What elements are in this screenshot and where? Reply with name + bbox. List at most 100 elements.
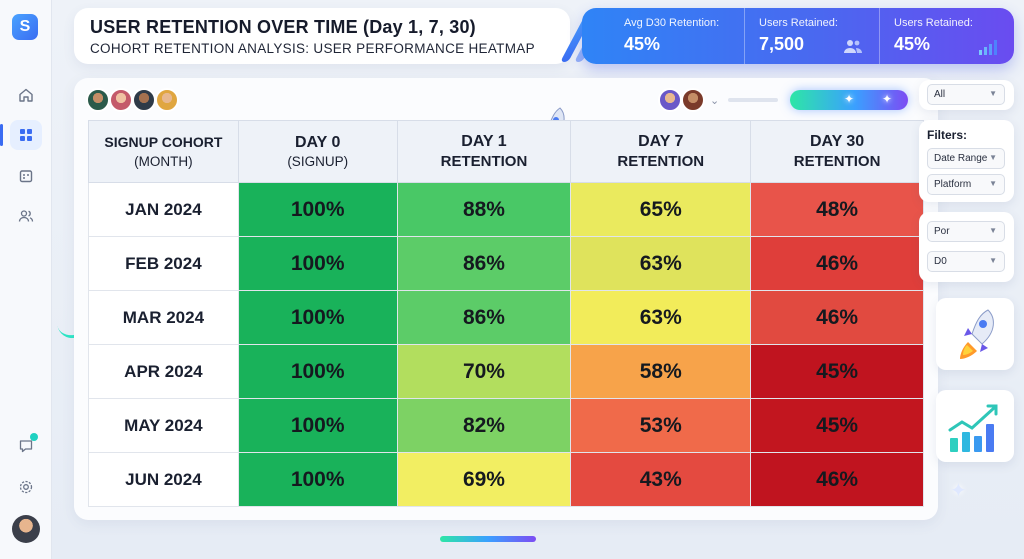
column-header-day0: DAY 0 (SIGNUP)	[237, 120, 398, 183]
retention-cell: 100%	[237, 236, 398, 291]
filters-label: Filters:	[927, 128, 968, 142]
gradient-toggle[interactable]: ✦ ✦	[790, 90, 908, 110]
por-select[interactable]: Por ▼	[927, 221, 1005, 242]
table-row: MAY 2024 100% 82% 53% 45%	[88, 398, 924, 453]
notification-dot	[30, 433, 38, 441]
users-icon	[18, 210, 34, 222]
avatar	[681, 88, 705, 112]
stat-avg-d30: Avg D30 Retention: 45%	[582, 8, 744, 64]
cohort-cell: MAY 2024	[88, 398, 239, 453]
stat-users-retained: Users Retained: 7,500	[744, 8, 879, 64]
progress-track	[728, 98, 778, 102]
column-header-day1: DAY 1 RETENTION	[396, 120, 572, 183]
bar-chart-icon	[979, 40, 997, 55]
growth-chart-widget[interactable]	[936, 390, 1014, 462]
sidebar-item-chat[interactable]	[10, 431, 42, 461]
retention-cell: 100%	[237, 290, 398, 345]
heatmap-card: ⌄ ✦ ✦ SIGNUP COHORT (MONTH) DAY 0 (SIGNU…	[74, 78, 938, 520]
chevron-down-icon: ▼	[989, 153, 997, 162]
avatar[interactable]	[86, 88, 110, 112]
sparkle-icon: ✦	[844, 92, 855, 106]
rocket-icon	[960, 309, 994, 359]
table-row: JAN 2024 100% 88% 65% 48%	[88, 182, 924, 237]
dashboard-icon	[20, 129, 32, 141]
calendar-icon	[19, 170, 33, 183]
table-row: FEB 2024 100% 86% 63% 46%	[88, 236, 924, 291]
page-subtitle: COHORT RETENTION ANALYSIS: USER PERFORMA…	[90, 41, 535, 56]
cohort-cell: JUN 2024	[88, 452, 239, 507]
home-icon	[19, 88, 33, 102]
retention-cell: 58%	[570, 344, 752, 399]
top-filter-panel: All ▼	[919, 80, 1014, 110]
app-logo[interactable]: S	[12, 14, 38, 40]
sidebar: S	[0, 0, 52, 559]
retention-cell: 86%	[396, 236, 572, 291]
platform-select[interactable]: Platform ▼	[927, 174, 1005, 195]
sidebar-item-dashboard[interactable]	[0, 120, 42, 150]
avatar	[658, 88, 682, 112]
settings-icon	[19, 480, 33, 494]
retention-cell: 48%	[750, 182, 924, 237]
retention-cell: 100%	[237, 182, 398, 237]
retention-cell: 70%	[396, 344, 572, 399]
header-card: USER RETENTION OVER TIME (Day 1, 7, 30) …	[74, 8, 570, 64]
retention-cell: 100%	[237, 398, 398, 453]
page-title: USER RETENTION OVER TIME (Day 1, 7, 30)	[90, 17, 476, 37]
sidebar-item-settings[interactable]	[10, 472, 42, 502]
retention-cell: 53%	[570, 398, 752, 453]
cohort-cell: MAR 2024	[88, 290, 239, 345]
retention-cell: 86%	[396, 290, 572, 345]
chevron-down-icon: ▼	[989, 179, 997, 188]
chevron-down-icon[interactable]: ⌄	[710, 94, 720, 107]
filters-panel: Date Range ▼ Platform ▼	[919, 120, 1014, 202]
retention-cell: 65%	[570, 182, 752, 237]
retention-cell: 46%	[750, 236, 924, 291]
d0-select[interactable]: D0 ▼	[927, 251, 1005, 272]
column-header-cohort: SIGNUP COHORT (MONTH)	[88, 120, 239, 183]
avatar[interactable]	[155, 88, 179, 112]
avatar[interactable]	[109, 88, 133, 112]
column-header-day30: DAY 30 RETENTION	[750, 120, 924, 183]
secondary-filter-panel: Por ▼ D0 ▼	[919, 212, 1014, 282]
sidebar-item-calendar[interactable]	[10, 161, 42, 191]
table-row: APR 2024 100% 70% 58% 45%	[88, 344, 924, 399]
retention-cell: 100%	[237, 344, 398, 399]
retention-cell: 82%	[396, 398, 572, 453]
chevron-down-icon: ▼	[989, 256, 997, 265]
avatar[interactable]	[132, 88, 156, 112]
growth-chart-icon	[948, 404, 998, 452]
cohort-cell: APR 2024	[88, 344, 239, 399]
chevron-down-icon: ▼	[989, 226, 997, 235]
bottom-indicator	[440, 536, 536, 542]
stat-label: Users Retained:	[759, 17, 838, 29]
sidebar-item-users[interactable]	[10, 201, 42, 231]
sidebar-item-home[interactable]	[10, 80, 42, 110]
rocket-widget[interactable]	[936, 298, 1014, 370]
retention-cell: 88%	[396, 182, 572, 237]
user-avatar[interactable]	[12, 515, 40, 543]
table-row: JUN 2024 100% 69% 43% 46%	[88, 452, 924, 507]
stat-value: 45%	[624, 34, 661, 54]
date-range-select[interactable]: Date Range ▼	[927, 148, 1005, 169]
stat-users-retained-pct: Users Retained: 45%	[879, 8, 1014, 64]
retention-cell: 43%	[570, 452, 752, 507]
column-header-day7: DAY 7 RETENTION	[570, 120, 752, 183]
team-avatars	[86, 88, 179, 112]
retention-cell: 45%	[750, 344, 924, 399]
stat-label: Users Retained:	[894, 17, 973, 29]
users-icon	[844, 40, 862, 53]
stat-label: Avg D30 Retention:	[624, 17, 720, 29]
retention-cell: 63%	[570, 290, 752, 345]
scope-select[interactable]: All ▼	[927, 84, 1005, 105]
stats-bar: Avg D30 Retention: 45% Users Retained: 7…	[582, 8, 1014, 64]
retention-cell: 100%	[237, 452, 398, 507]
retention-cell: 46%	[750, 452, 924, 507]
retention-cell: 69%	[396, 452, 572, 507]
retention-cell: 63%	[570, 236, 752, 291]
sparkle-icon: ✦	[882, 92, 893, 106]
retention-cell: 46%	[750, 290, 924, 345]
stat-value: 45%	[894, 34, 931, 54]
stat-value: 7,500	[759, 34, 805, 54]
collaborator-avatars[interactable]: ⌄	[658, 88, 719, 112]
cohort-cell: JAN 2024	[88, 182, 239, 237]
